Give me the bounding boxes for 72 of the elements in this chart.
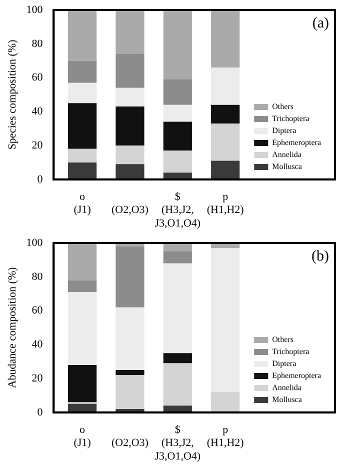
bar [68,103,97,149]
y-tick-label: 20 [32,139,44,152]
y-tick-label: 80 [32,38,44,50]
y-tick-label: 40 [32,338,44,351]
x-tick-label: $ (H3,J2, J3,O1,O4) [154,424,201,462]
y-tick-label: 60 [32,72,44,84]
x-tick-label: $ (H3,J2, J3,O1,O4) [154,190,201,230]
bar [68,364,97,402]
text: (b) [312,248,329,264]
bar [116,375,144,410]
legend-label: Trichoptera [272,347,310,356]
y-tick-label: 0 [37,406,44,418]
y-tick-label: 0 [37,173,44,186]
legend-label: Trichoptera [272,114,310,124]
y-axis-title: Species composition (%) [6,39,18,150]
legend-label: Ephemeroptera [272,371,322,380]
bar [163,363,192,406]
legend-label: Annelida [272,383,302,392]
x-tick-label: (O2,O3) [112,437,149,450]
bar [163,10,192,80]
bar [211,104,240,124]
legend-label: Others [272,335,294,344]
legend-label: Ephemeroptera [272,138,322,148]
bar [211,160,240,180]
y-tick-label: 40 [32,106,44,118]
bar [116,370,144,376]
y-tick-label: 100 [26,4,44,16]
bar [163,263,192,354]
legend-label: Mollusca [272,395,302,404]
bar [116,54,144,88]
bar [163,79,192,105]
bar [68,148,97,162]
y-tick-label: 100 [26,236,44,249]
bar [68,243,97,280]
x-tick-label: o (J1) [74,190,92,216]
bar [68,60,97,83]
bar [211,248,240,392]
bar [163,122,192,151]
bar [68,162,97,180]
legend-label: Diptera [272,359,297,368]
x-tick-label: p (H1,H2) [206,424,244,450]
bar [211,10,240,68]
bar [163,104,192,122]
bar [116,164,144,180]
bar [116,246,144,308]
y-axis-title: Abudance composition (%) [6,266,18,388]
bar [116,10,144,54]
bar [211,392,240,412]
bar [68,10,97,61]
x-tick-label: (O2,O3) [112,204,149,216]
y-tick-label: 60 [32,304,44,317]
bar [116,146,144,164]
bar [68,82,97,104]
bar [68,280,97,292]
legend-label: Diptera [272,126,297,136]
x-tick-label: p (H1,H2) [206,190,244,216]
bar [116,307,144,370]
bar [211,124,240,161]
bar [163,353,192,364]
x-tick-label: o (J1) [74,424,92,450]
text: (a) [312,15,329,32]
bar [68,292,97,365]
bar [116,106,144,146]
bar [163,251,192,264]
legend-label: Annelida [272,150,302,160]
bar [163,150,192,173]
bar [116,88,144,107]
y-tick-label: 20 [32,372,44,384]
legend-label: Mollusca [272,162,302,172]
legend-label: Others [272,102,294,112]
bar [211,68,240,105]
y-tick-label: 80 [32,270,44,283]
